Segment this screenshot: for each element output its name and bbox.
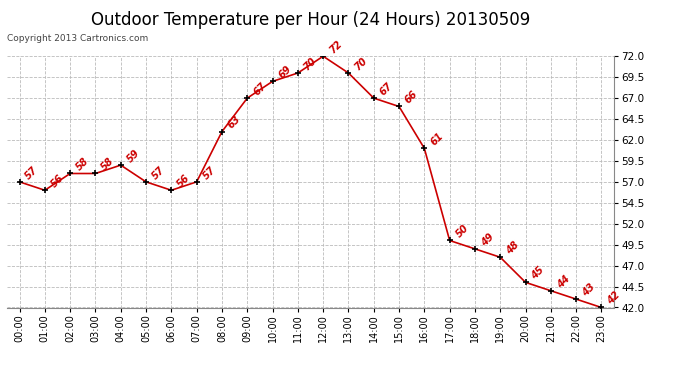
Text: 61: 61 [428,131,445,148]
Text: 57: 57 [23,165,40,181]
Text: 43: 43 [580,282,597,298]
Text: 59: 59 [125,148,141,164]
Text: 56: 56 [49,173,66,189]
Text: Copyright 2013 Cartronics.com: Copyright 2013 Cartronics.com [7,34,148,43]
Text: Temperature (°F): Temperature (°F) [545,30,635,40]
Text: 67: 67 [378,81,395,98]
Text: 70: 70 [302,56,319,72]
Text: 48: 48 [504,240,521,256]
Text: Outdoor Temperature per Hour (24 Hours) 20130509: Outdoor Temperature per Hour (24 Hours) … [91,11,530,29]
Text: 69: 69 [277,64,293,81]
Text: 56: 56 [175,173,192,189]
Text: 58: 58 [99,156,116,173]
Text: 44: 44 [555,273,571,290]
Text: 42: 42 [606,290,622,307]
Text: 72: 72 [327,39,344,56]
Text: 45: 45 [530,265,546,282]
Text: 66: 66 [403,89,420,106]
Text: 58: 58 [75,156,91,173]
Text: 67: 67 [251,81,268,98]
Text: 49: 49 [479,231,495,248]
Text: 63: 63 [226,114,243,131]
Text: 70: 70 [353,56,369,72]
Text: 57: 57 [150,165,167,181]
Text: 50: 50 [454,223,471,240]
Text: 57: 57 [201,165,217,181]
